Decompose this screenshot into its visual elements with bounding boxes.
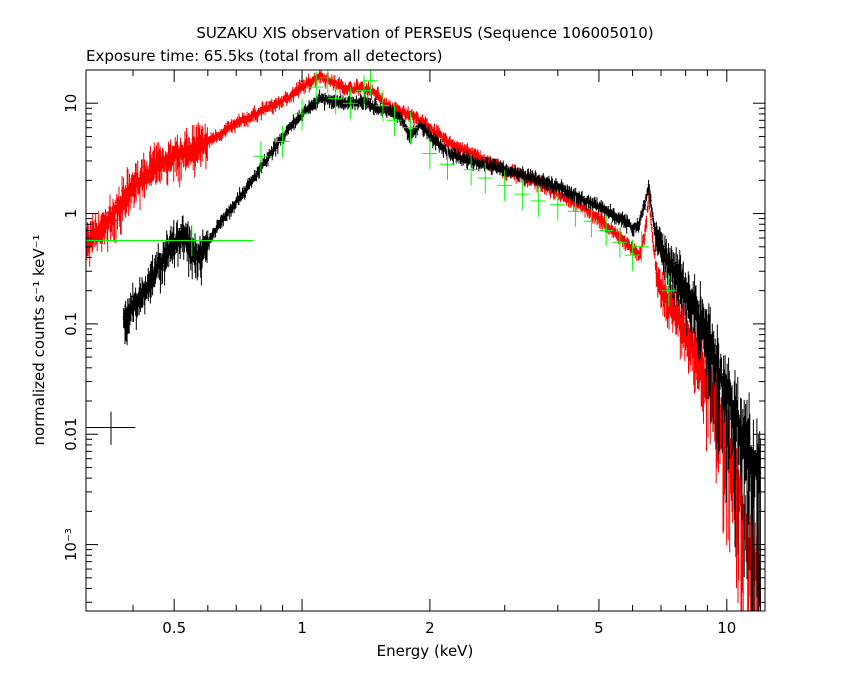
y-tick-label: 0.01 (62, 417, 80, 450)
data-point (320, 70, 336, 94)
data-point (386, 104, 402, 136)
series-black-spectrum (122, 89, 762, 611)
chart-title: SUZAKU XIS observation of PERSEUS (Seque… (196, 24, 653, 42)
data-point (634, 231, 649, 263)
x-tick-label: 0.5 (162, 619, 186, 637)
data-point (342, 87, 358, 119)
y-tick-label: 0.1 (62, 312, 80, 336)
data-point (363, 70, 378, 97)
y-tick-label: 1 (62, 209, 80, 219)
data-point (625, 239, 640, 271)
data-point (497, 170, 512, 202)
plot-area (85, 70, 762, 612)
reference-cross (86, 411, 136, 445)
data-point (477, 162, 493, 194)
x-tick-label: 1 (297, 619, 307, 637)
data-point (275, 126, 290, 158)
data-point (514, 178, 530, 210)
y-axis-label: normalized counts s⁻¹ keV⁻¹ (30, 234, 48, 445)
data-point (86, 411, 136, 445)
y-tick-label: 10 (62, 94, 80, 113)
data-point (328, 83, 343, 115)
data-point (253, 140, 269, 173)
data-point (530, 185, 546, 217)
data-point (375, 90, 391, 122)
x-tick-label: 2 (425, 619, 435, 637)
data-point (422, 138, 438, 170)
data-point (598, 215, 614, 247)
x-axis-label: Energy (keV) (377, 642, 474, 660)
chart-subtitle: Exposure time: 65.5ks (total from all de… (86, 47, 442, 65)
error-bars (122, 89, 762, 611)
data-point (463, 154, 479, 186)
data-point (567, 195, 583, 227)
data-point (612, 226, 628, 258)
data-point (550, 189, 565, 221)
series-green-spectrum (86, 70, 676, 307)
data-point (402, 112, 418, 144)
data-point (308, 71, 324, 103)
data-point (440, 148, 455, 180)
x-tick-label: 10 (717, 619, 736, 637)
series-red-spectrum (85, 70, 762, 612)
x-tick-label: 5 (594, 619, 604, 637)
x-axis: 0.5 1 2 5 10 (132, 70, 736, 637)
error-bars (85, 70, 762, 612)
data-point (294, 98, 310, 130)
y-tick-label: 10⁻³ (62, 528, 80, 561)
data-point (86, 225, 254, 257)
data-point (661, 275, 676, 307)
data-point (583, 205, 599, 238)
y-axis: 10 1 0.1 0.01 10⁻³ (62, 69, 765, 603)
